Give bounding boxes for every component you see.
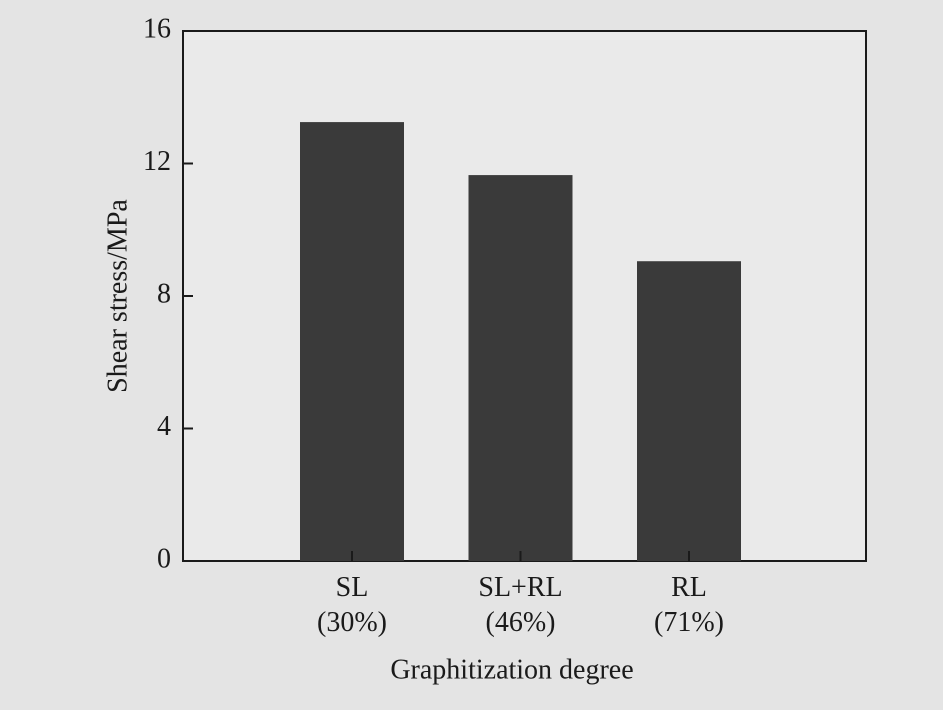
- x-tick-label: RL (71%): [654, 572, 724, 638]
- x-tick-label: SL+RL (46%): [478, 572, 563, 638]
- y-tick-label: 4: [157, 411, 171, 442]
- x-axis-title: Graphitization degree: [390, 654, 633, 685]
- bar: [637, 261, 741, 561]
- x-tick-label: SL (30%): [317, 572, 387, 638]
- bar: [468, 175, 573, 561]
- y-tick-label: 0: [157, 543, 171, 574]
- y-axis-title: Shear stress/MPa: [102, 199, 133, 393]
- bar: [300, 122, 404, 561]
- y-tick-label: 8: [157, 278, 171, 309]
- y-tick-label: 12: [143, 146, 171, 177]
- y-tick-label: 16: [143, 13, 171, 44]
